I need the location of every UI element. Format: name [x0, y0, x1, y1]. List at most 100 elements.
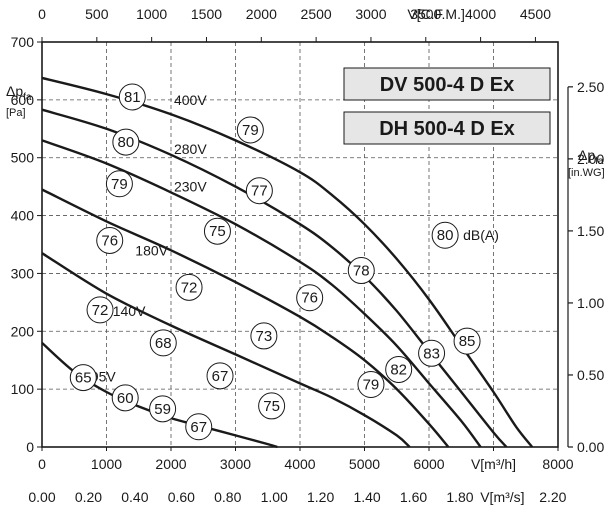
bottom-axis-label: V[m³/h] [471, 456, 516, 472]
sound-level-circle [111, 384, 139, 412]
model-badges: DV 500-4 D Ex DH 500-4 D Ex [343, 67, 551, 145]
voltage-label-140V: 140V [113, 303, 146, 319]
curve-400V [41, 76, 534, 448]
bottom-axis-tick-label: 8000 [542, 456, 573, 472]
sound-level-circle [203, 217, 231, 245]
sound-level-value: 82 [390, 361, 407, 378]
bottom-axis-tick-label: 1000 [91, 456, 122, 472]
axes: 0 500 1000 1500 2000 2500 3000 3500 4000 4500V[C.… [11, 6, 605, 505]
top-axis-tick-label: 1500 [191, 6, 222, 22]
left-axis-tick-label: 500 [11, 150, 35, 166]
curve-280V [41, 108, 508, 448]
sound-level-circle [105, 170, 133, 198]
left-axis-tick-label: 700 [11, 34, 35, 50]
chart-labels: Δpfa[Pa]Δpfa[in.WG]400V280V230V180V140V9… [6, 83, 605, 384]
curve-180V [41, 188, 450, 448]
sound-level-value: 65 [75, 370, 92, 387]
sound-level-circle [86, 296, 114, 324]
sound-level-markers: 81 80 79 76 72 65 79 77 75 72 68 60 78 76 73 67 59 80 83 82… [69, 83, 481, 441]
right-axis-label-subscript: fa [595, 156, 604, 167]
top-axis-tick-label: 0 [38, 6, 46, 22]
sound-level-value: 78 [353, 263, 370, 280]
sound-level-value: 79 [111, 176, 128, 193]
sound-level-value: 83 [423, 345, 440, 362]
sound-level-circle [258, 392, 286, 420]
bottom-axis2-tick-label: 1.60 [400, 489, 427, 505]
right-axis-tick-label: 0.00 [577, 439, 604, 455]
sound-level-value: 80 [437, 227, 454, 244]
bottom-axis-tick-label: 6000 [413, 456, 444, 472]
sound-level-value: 76 [301, 290, 318, 307]
right-axis-tick-label: 2.50 [577, 79, 604, 95]
left-axis-tick-label: 100 [11, 381, 35, 397]
sound-level-circle [453, 327, 481, 355]
bottom-axis2-tick-label: 0.60 [168, 489, 195, 505]
bottom-axis2-tick-label: 0.20 [75, 489, 102, 505]
sound-level-circle [149, 395, 177, 423]
sound-level-circle [149, 329, 177, 357]
performance-curves [41, 76, 534, 449]
sound-level-circle [96, 226, 124, 254]
sound-level-circle [250, 322, 278, 350]
bottom-axis-tick-label: 4000 [284, 456, 315, 472]
sound-level-value: 81 [124, 89, 141, 106]
sound-level-circle [175, 273, 203, 301]
model-badge-label: DH 500-4 D Ex [379, 118, 515, 140]
right-axis-unit: [in.WG] [568, 167, 605, 179]
top-axis-tick-label: 3000 [355, 6, 386, 22]
right-axis-tick-label: 1.50 [577, 223, 604, 239]
top-axis-tick-label: 2500 [301, 6, 332, 22]
bottom-axis2-tick-label: 1.40 [353, 489, 380, 505]
voltage-label-400V: 400V [174, 92, 207, 108]
sound-level-circle [185, 413, 213, 441]
sound-level-value: 67 [212, 368, 229, 385]
bottom-axis-tick-label: 3000 [220, 456, 251, 472]
top-axis-tick-label: 2000 [246, 6, 277, 22]
voltage-label-180V: 180V [135, 242, 168, 258]
top-axis-tick-label: 500 [85, 6, 109, 22]
voltage-label-230V: 230V [174, 179, 207, 195]
left-axis-tick-label: 400 [11, 208, 35, 224]
sound-level-circle [118, 83, 146, 111]
left-axis-tick-label: 200 [11, 323, 35, 339]
model-badge-box [343, 111, 551, 145]
top-axis-label: V[C.F.M.] [407, 6, 465, 22]
right-axis-tick-label: 2.00 [577, 151, 604, 167]
bottom-axis2-tick-label: 0.80 [214, 489, 241, 505]
left-axis-unit: [Pa] [6, 107, 26, 119]
bottom-axis-tick-label: 0 [38, 456, 46, 472]
sound-level-value: 76 [101, 232, 118, 249]
sound-level-circle [206, 362, 234, 390]
sound-level-circle [385, 355, 413, 383]
voltage-label-95V: 95V [91, 368, 117, 384]
bottom-axis2-tick-label: 1.20 [307, 489, 334, 505]
sound-level-circle [236, 116, 264, 144]
sound-level-value: 75 [263, 398, 280, 415]
sound-level-circle [347, 257, 375, 285]
top-axis-tick-label: 1000 [136, 6, 167, 22]
curve-230V [41, 139, 482, 448]
left-axis-label-subscript: fa [23, 92, 32, 103]
left-axis-tick-label: 600 [11, 92, 35, 108]
sound-level-value: 77 [251, 183, 268, 200]
right-axis-tick-label: 1.00 [577, 295, 604, 311]
sound-level-circle [69, 364, 97, 392]
bottom-axis2-tick-label: 0.00 [28, 489, 55, 505]
bottom-axis2-label: V[m³/s] [480, 489, 524, 505]
sound-level-value: 73 [256, 328, 273, 345]
bottom-axis2-tick-label: 2.20 [539, 489, 566, 505]
sound-level-circle [418, 339, 446, 367]
sound-level-value: 72 [181, 279, 198, 296]
sound-level-value: 67 [190, 419, 207, 436]
bottom-axis2-tick-label: 1.00 [261, 489, 288, 505]
sound-unit-label: dB(A) [463, 227, 499, 243]
voltage-label-280V: 280V [174, 141, 207, 157]
sound-level-circle [112, 128, 140, 156]
model-badge-label: DV 500-4 D Ex [380, 74, 515, 96]
sound-level-value: 80 [118, 134, 135, 151]
sound-level-value: 68 [155, 335, 172, 352]
sound-level-value: 59 [154, 401, 171, 418]
sound-level-value: 60 [117, 390, 134, 407]
sound-level-value: 79 [242, 122, 259, 139]
left-axis-tick-label: 0 [26, 439, 34, 455]
